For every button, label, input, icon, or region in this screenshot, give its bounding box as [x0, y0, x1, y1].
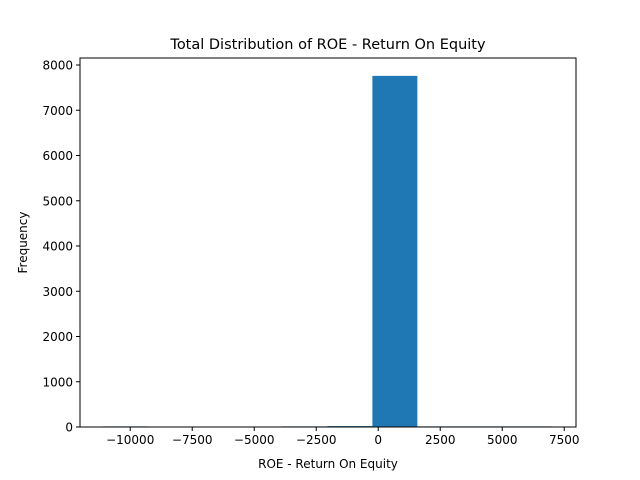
x-tick-label: 5000	[487, 433, 518, 447]
x-tick-label: 0	[374, 433, 382, 447]
y-tick-label: 5000	[42, 194, 73, 208]
chart-title: Total Distribution of ROE - Return On Eq…	[169, 37, 486, 53]
y-tick-label: 6000	[42, 149, 73, 163]
x-tick-label: −2500	[296, 433, 337, 447]
histogram-bar-6	[372, 75, 418, 428]
x-axis-label: ROE - Return On Equity	[258, 457, 398, 471]
y-axis-ticks: 0 1000 2000 3000 4000 5000 6000 7000 8000	[42, 59, 80, 435]
y-axis-label: Frequency	[16, 212, 30, 274]
x-tick-label: −5000	[234, 433, 275, 447]
x-tick-label: 7500	[549, 433, 580, 447]
y-tick-label: 8000	[42, 59, 73, 73]
y-tick-label: 7000	[42, 104, 73, 118]
bars-group	[102, 75, 553, 428]
x-tick-label: 2500	[425, 433, 456, 447]
y-tick-label: 3000	[42, 285, 73, 299]
y-tick-label: 2000	[42, 330, 73, 344]
plot-frame	[79, 57, 577, 428]
y-tick-label: 1000	[42, 375, 73, 389]
x-tick-label: −7500	[172, 433, 213, 447]
x-axis-ticks: −10000 −7500 −5000 −2500 0 2500 5000 7500	[106, 427, 579, 447]
x-tick-label: −10000	[106, 433, 154, 447]
y-tick-label: 4000	[42, 240, 73, 254]
y-tick-label: 0	[65, 421, 73, 435]
